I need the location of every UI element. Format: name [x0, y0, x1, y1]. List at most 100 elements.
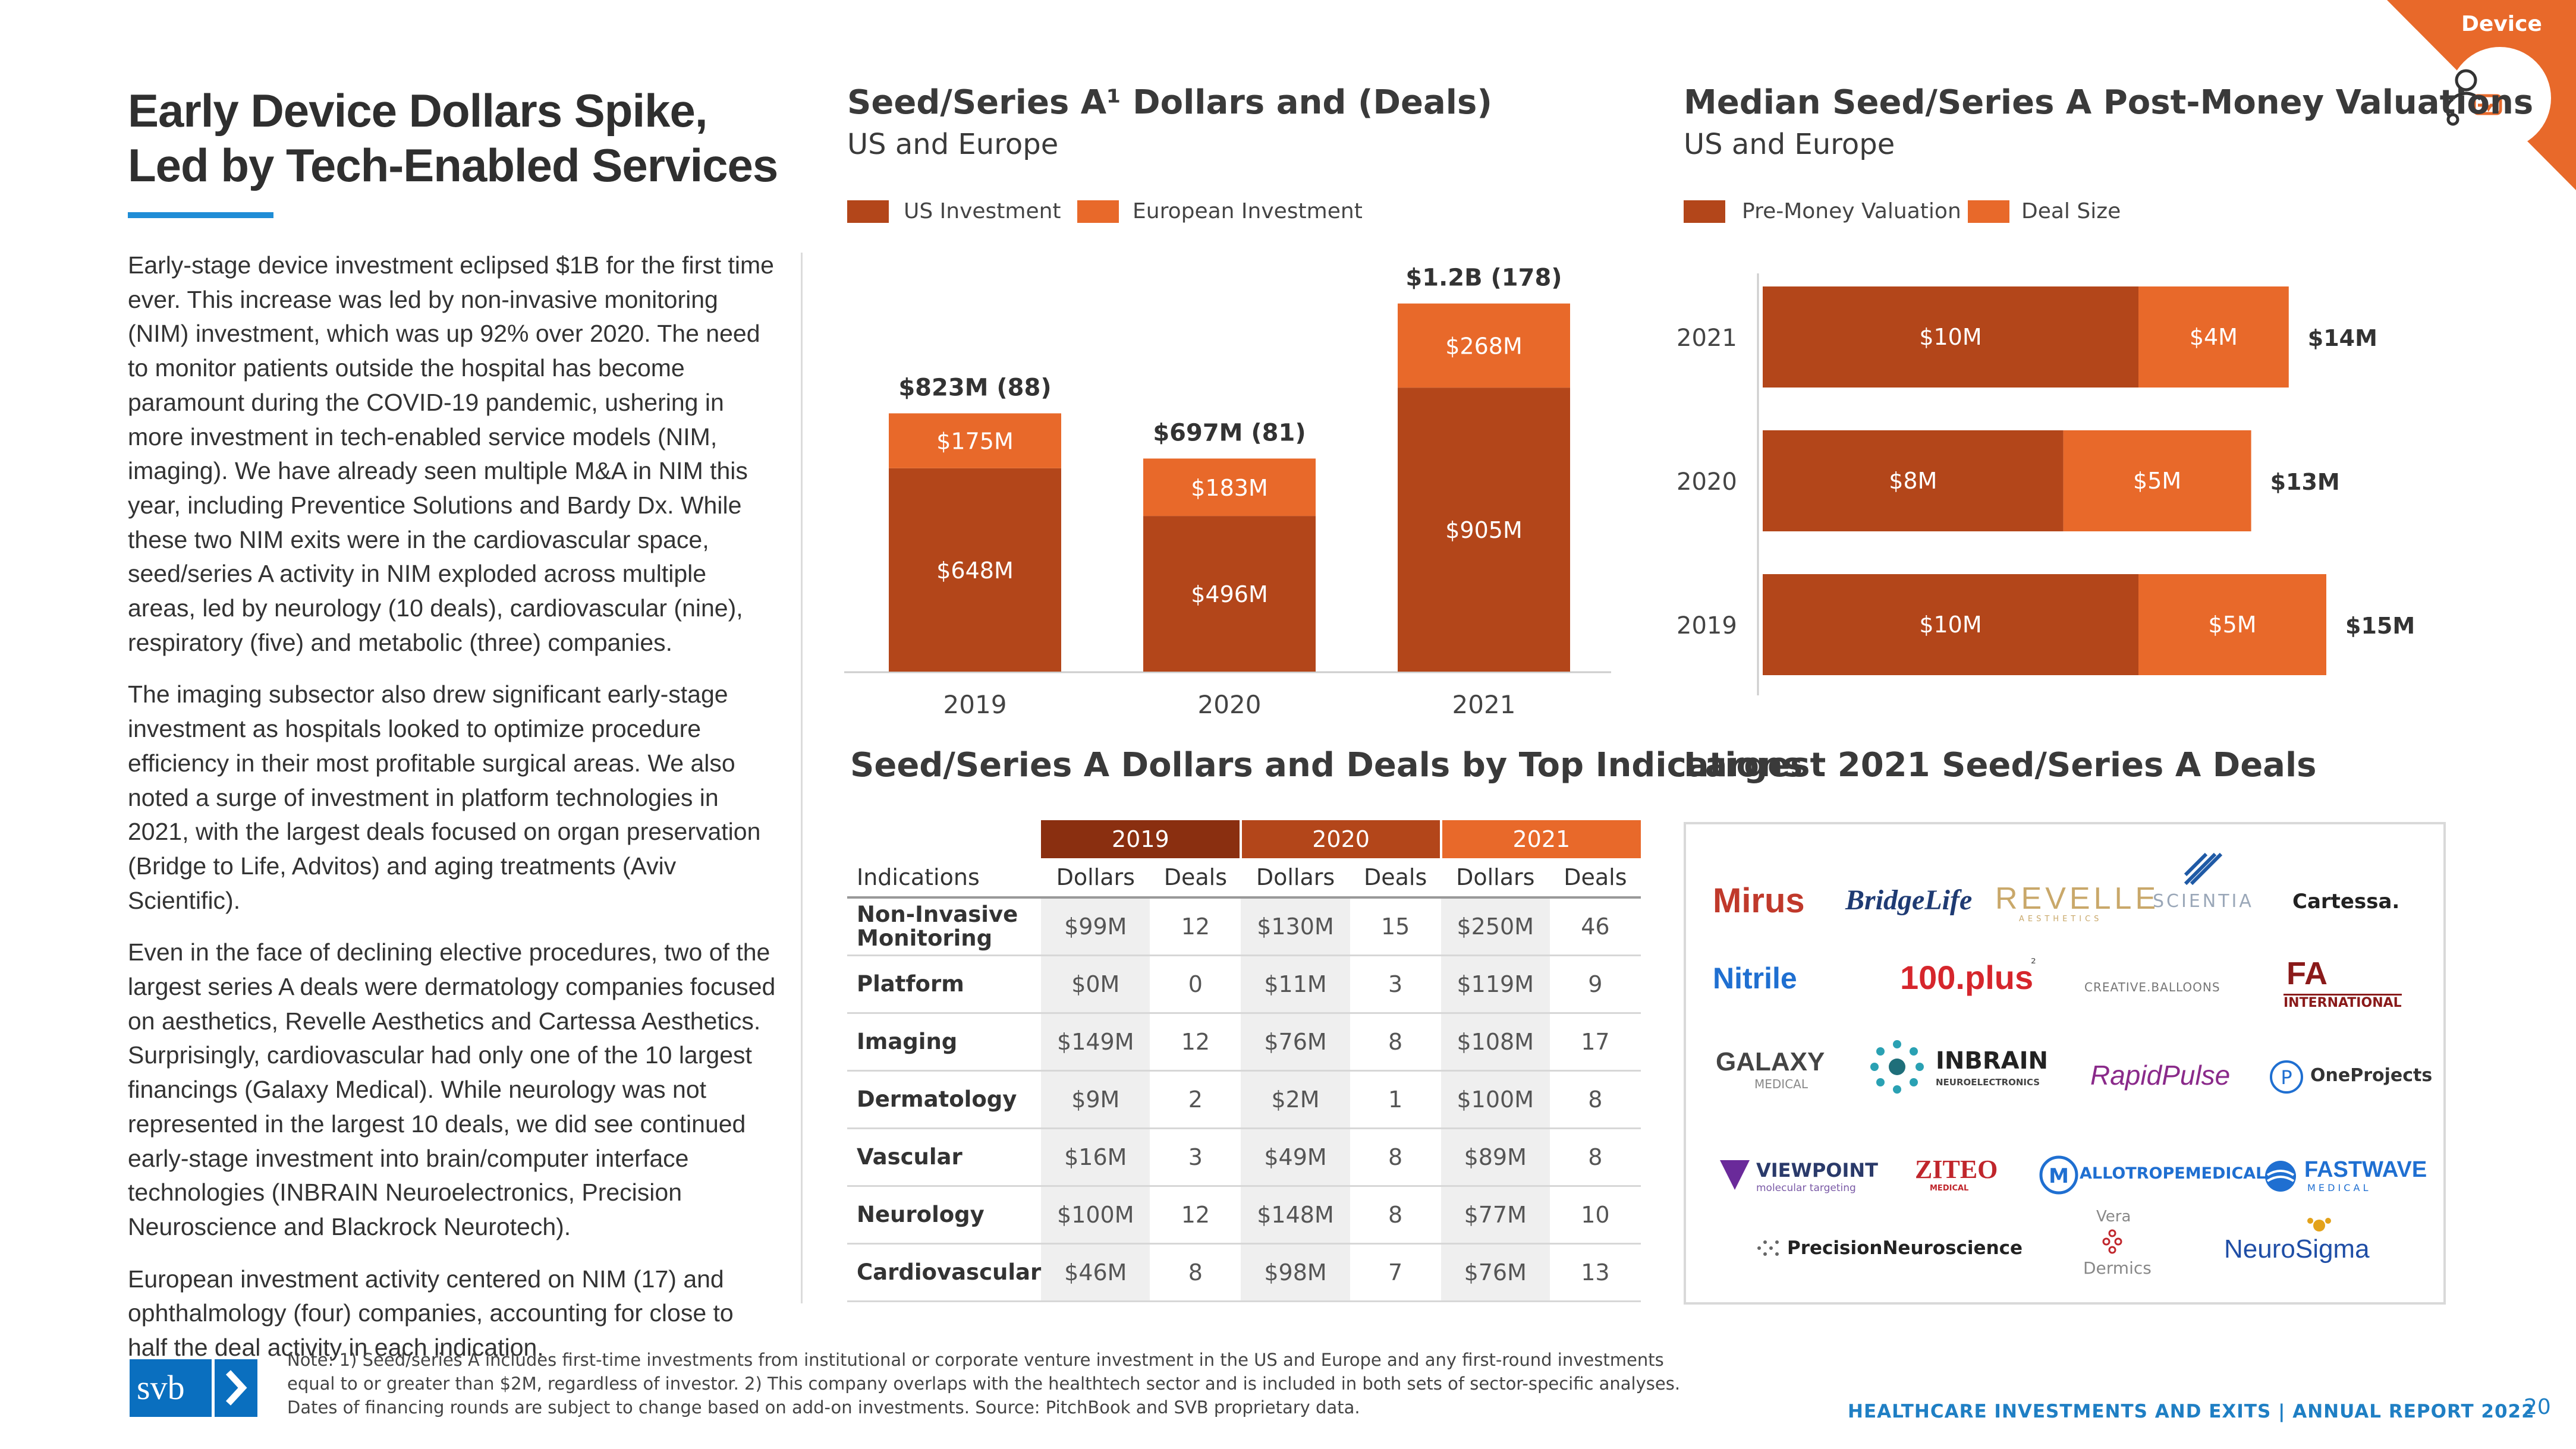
svg-text:M: M [2049, 1164, 2069, 1188]
bar-value-label: $175M [936, 429, 1014, 455]
allotrope-icon: M [2039, 1155, 2078, 1195]
logos-box: Mirus BridgeLife REVELLE AESTHETICS SCIE… [1684, 822, 2446, 1305]
logo-vera: Vera [2096, 1208, 2131, 1226]
logo-bridgelife: BridgeLife [1845, 884, 1973, 916]
x-tick-label: 2019 [943, 690, 1007, 719]
dollars-cell: $2M [1241, 1070, 1350, 1129]
hbar-value-label: $5M [2208, 612, 2256, 638]
logo-nitrile: Nitrile [1713, 962, 1797, 995]
svg-text:P: P [2281, 1066, 2292, 1089]
deals-cell: 3 [1150, 1128, 1241, 1187]
deals-cell: 0 [1150, 955, 1241, 1014]
precision-icon [1757, 1240, 1779, 1256]
legend-label-europe: European Investment [1133, 199, 1363, 223]
column-divider [801, 253, 803, 1303]
bar-value-label: $183M [1191, 475, 1268, 501]
deals-cell: 3 [1350, 955, 1441, 1014]
bar-total-label: $1.2B (178) [1405, 264, 1562, 292]
year-header-2021: 2021 [1439, 820, 1641, 858]
deals-cell: 17 [1549, 1013, 1641, 1072]
hbar-total-label: $13M [2270, 469, 2340, 495]
chart2-title: Median Seed/Series A Post-Money Valuatio… [1684, 83, 2534, 122]
hbar-total-label: $15M [2345, 613, 2415, 639]
indication-name: Vascular [847, 1128, 1042, 1187]
indication-name: Imaging [847, 1013, 1042, 1072]
bar-us-2020 [1143, 516, 1316, 672]
legend-swatch-europe [1077, 200, 1119, 223]
deals-cell: 13 [1549, 1243, 1641, 1302]
table-row: Dermatology $9M 2 $2M 1 $100M 8 [847, 1070, 1641, 1129]
header-deals: Deals [1350, 858, 1441, 899]
year-header-2020: 2020 [1240, 820, 1441, 858]
body-text: Early-stage device investment eclipsed $… [128, 248, 776, 1383]
logo-inbrain-sub: NEUROELECTRONICS [1936, 1077, 2040, 1088]
dollars-cell: $100M [1041, 1186, 1150, 1245]
page-title: Early Device Dollars Spike, Led by Tech-… [128, 84, 778, 191]
logo-ziteo-sub: MEDICAL [1930, 1184, 1969, 1193]
vera-dermics-icon [2102, 1229, 2122, 1254]
year-header-2019: 2019 [1041, 820, 1241, 858]
fastwave-icon [2265, 1161, 2296, 1192]
header-dollars: Dollars [1440, 858, 1550, 899]
hbar-value-label: $8M [1889, 468, 1937, 494]
x-tick-label: 2021 [1452, 690, 1516, 719]
bar-value-label: $905M [1445, 517, 1523, 543]
logo-oneprojects: OneProjects [2310, 1065, 2433, 1086]
header-indications: Indications [847, 858, 1042, 899]
legend-label-premoney: Pre-Money Valuation [1742, 199, 1961, 223]
hbar-value-label: $5M [2133, 468, 2181, 494]
deals-cell: 12 [1150, 1013, 1241, 1072]
deals-cell: 8 [1549, 1070, 1641, 1129]
table-row: Vascular $16M 3 $49M 8 $89M 8 [847, 1128, 1641, 1187]
dollars-cell: $89M [1440, 1128, 1550, 1187]
header-dollars: Dollars [1241, 858, 1350, 899]
footnote: Note: 1) Seed/series A includes first-ti… [287, 1350, 1681, 1418]
dollars-cell: $77M [1440, 1186, 1550, 1245]
logo-creative-balloons: CREATIVE.BALLOONS [2084, 980, 2220, 994]
deals-cell: 7 [1350, 1243, 1441, 1302]
viewpoint-icon [1720, 1160, 1750, 1190]
indication-name: Dermatology [847, 1070, 1042, 1129]
svb-logo-text: svb [137, 1368, 185, 1407]
dollars-cell: $46M [1041, 1243, 1150, 1302]
report-footer: HEALTHCARE INVESTMENTS AND EXITS | ANNUA… [1848, 1401, 2535, 1422]
table-title: Seed/Series A Dollars and Deals by Top I… [850, 746, 1803, 785]
logo-viewpoint-sub: molecular targeting [1756, 1182, 1856, 1194]
deals-cell: 12 [1150, 1186, 1241, 1245]
legend-swatch-dealsize [1968, 200, 2009, 223]
dollars-cell: $76M [1440, 1243, 1550, 1302]
header-deals: Deals [1150, 858, 1241, 899]
x-tick-label: 2020 [1198, 690, 1262, 719]
deals-title: Largest 2021 Seed/Series A Deals [1684, 746, 2317, 785]
hbar-value-label: $4M [2190, 324, 2238, 350]
header-dollars: Dollars [1041, 858, 1150, 899]
dollars-cell: $16M [1041, 1128, 1150, 1187]
title-rule [128, 212, 273, 218]
logo-galaxy: GALAXY [1716, 1047, 1825, 1076]
bar-value-label: $648M [936, 557, 1014, 584]
bar-us-2021 [1398, 388, 1570, 672]
dollars-cell: $130M [1241, 897, 1350, 956]
dollars-cell: $98M [1241, 1243, 1350, 1302]
y-tick-label: 2020 [1677, 468, 1737, 496]
bar-us-2019 [889, 468, 1061, 672]
logo-inbrain: INBRAIN [1936, 1047, 2048, 1075]
bar-value-label: $496M [1191, 581, 1268, 607]
indications-table: 2019 2020 2021 Indications Dollars Deals… [847, 820, 1641, 1302]
deals-cell: 9 [1549, 955, 1641, 1014]
dollars-cell: $11M [1241, 955, 1350, 1014]
deals-cell: 10 [1549, 1186, 1641, 1245]
section-tag: Device [2461, 12, 2542, 36]
table-row: Platform $0M 0 $11M 3 $119M 9 [847, 955, 1641, 1014]
y-tick-label: 2021 [1677, 325, 1737, 352]
logo-fastwave-sub: M E D I C A L [2307, 1182, 2369, 1193]
deals-cell: 12 [1150, 897, 1241, 956]
y-tick-label: 2019 [1677, 612, 1737, 640]
chart1-svg: $648M $175M $823M (88) 2019 $496M $183M $697M … [844, 264, 1611, 719]
bar-total-label: $823M (88) [898, 374, 1051, 401]
scientia-icon [2184, 852, 2223, 886]
logo-ziteo: ZITEO [1915, 1155, 1998, 1184]
dollars-cell: $148M [1241, 1186, 1350, 1245]
paragraph-2: The imaging subsector also drew signific… [128, 681, 761, 914]
table-row: Non-Invasive Monitoring $99M 12 $130M 15 $250… [847, 897, 1641, 956]
